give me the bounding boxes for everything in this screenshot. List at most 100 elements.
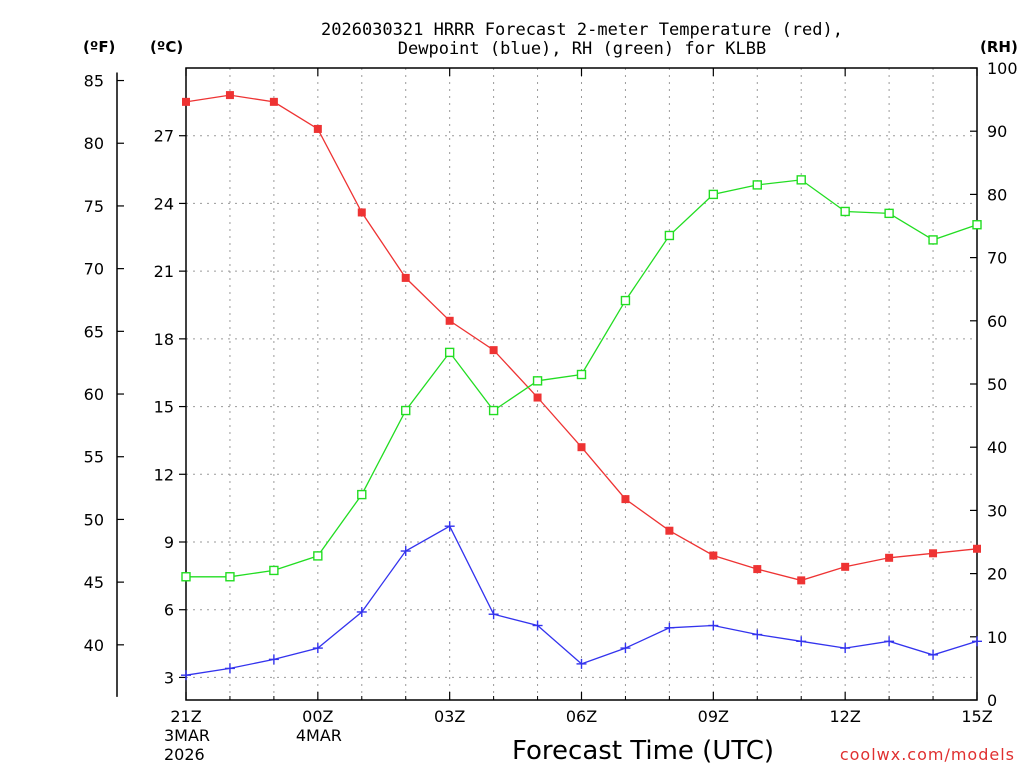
temperature-point	[357, 208, 366, 217]
dewpoint-point	[928, 649, 939, 660]
temperature-point	[182, 97, 190, 106]
dewpoint-point	[532, 620, 543, 631]
celsius-tick-label: 15	[154, 398, 174, 417]
dewpoint-point	[708, 620, 719, 631]
dewpoint-point	[400, 546, 411, 557]
fahrenheit-tick-label: 80	[84, 134, 104, 153]
temperature-point	[401, 273, 410, 282]
temperature-point	[489, 346, 498, 355]
fahrenheit-tick-label: 50	[84, 510, 104, 529]
x-tick-label: 03Z	[434, 707, 465, 726]
rh-point	[928, 235, 938, 245]
fahrenheit-tick-label: 45	[84, 573, 104, 592]
celsius-tick-label: 21	[154, 262, 174, 281]
celsius-tick-label: 12	[154, 465, 174, 484]
x-tick-sublabel: 4MAR	[296, 726, 342, 745]
rh-unit-label: (RH)	[980, 38, 1018, 56]
celsius-tick-label: 3	[164, 668, 174, 687]
temperature-point	[621, 495, 630, 504]
temperature-point	[973, 544, 981, 553]
dewpoint-point	[488, 609, 499, 620]
dewpoint-point	[356, 606, 367, 617]
dewpoint-point	[181, 670, 191, 681]
rh-point	[972, 220, 982, 230]
rh-point	[401, 405, 411, 416]
dewpoint-point	[752, 629, 763, 640]
rh-point	[357, 489, 367, 500]
rh-tick-label: 40	[987, 438, 1007, 457]
dewpoint-point	[620, 643, 631, 654]
dewpoint-point	[884, 636, 895, 647]
rh-point	[181, 572, 191, 582]
temperature-point	[665, 526, 674, 535]
chart-title-line1: 2026030321 HRRR Forecast 2-meter Tempera…	[321, 20, 843, 40]
x-tick-label: 12Z	[830, 707, 861, 726]
rh-point	[444, 347, 455, 358]
rh-point	[313, 551, 323, 561]
rh-tick-label: 50	[987, 375, 1007, 394]
fahrenheit-tick-label: 75	[84, 197, 104, 216]
rh-point	[840, 206, 850, 217]
rh-tick-label: 30	[987, 501, 1007, 520]
temperature-point	[929, 549, 938, 558]
rh-point	[796, 175, 806, 185]
fahrenheit-tick-label: 55	[84, 448, 104, 467]
temperature-point	[533, 393, 542, 402]
x-axis-label: Forecast Time (UTC)	[512, 736, 774, 766]
rh-point	[576, 369, 587, 380]
fahrenheit-tick-label: 65	[84, 322, 104, 341]
fahrenheit-tick-label: 70	[84, 260, 104, 279]
temperature-point	[797, 576, 806, 585]
axes: 3 6 9 12 15 18 21 24 27 40 45 50 55 60 65 70 75 80 85 0 10 20…	[84, 59, 1018, 764]
celsius-tick-label: 6	[164, 601, 174, 620]
chart-title-line2: Dewpoint (blue), RH (green) for KLBB	[398, 39, 766, 59]
temperature-point	[313, 124, 322, 133]
dewpoint-point	[312, 643, 323, 654]
rh-tick-label: 80	[987, 185, 1007, 204]
x-tick-sublabel: 3MAR	[164, 726, 210, 745]
rh-point	[664, 230, 675, 241]
fahrenheit-tick-label: 60	[84, 385, 104, 404]
x-tick-sublabel: 2026	[164, 745, 205, 764]
celsius-tick-label: 24	[154, 194, 174, 213]
dewpoint-point	[796, 636, 807, 647]
rh-tick-label: 10	[987, 628, 1007, 647]
fahrenheit-tick-label: 40	[84, 636, 104, 655]
temperature-point	[841, 562, 850, 571]
temperature-point	[885, 553, 894, 562]
rh-point	[708, 189, 719, 200]
grid-lines	[186, 68, 977, 700]
rh-point	[532, 376, 543, 386]
x-tick-label: 06Z	[566, 707, 597, 726]
temperature-point	[709, 551, 718, 560]
dewpoint-point	[268, 654, 279, 665]
dewpoint-point	[972, 636, 982, 647]
rh-tick-label: 60	[987, 312, 1007, 331]
rh-point	[269, 565, 279, 576]
x-tick-label: 21Z	[170, 707, 201, 726]
x-tick-label: 15Z	[961, 707, 992, 726]
rh-point	[884, 208, 894, 219]
rh-tick-label: 70	[987, 249, 1007, 268]
temperature-point	[225, 91, 234, 100]
x-tick-label: 00Z	[302, 707, 333, 726]
rh-tick-label: 90	[987, 122, 1007, 141]
celsius-tick-label: 27	[154, 127, 174, 146]
x-tick-label: 09Z	[698, 707, 729, 726]
rh-point	[488, 405, 499, 416]
dewpoint-point	[664, 622, 675, 633]
rh-point	[752, 180, 762, 190]
celsius-tick-label: 9	[164, 533, 174, 552]
fahrenheit-tick-label: 85	[84, 72, 104, 91]
rh-tick-label: 0	[987, 691, 997, 710]
dewpoint-point	[576, 658, 587, 669]
rh-point	[225, 572, 235, 582]
dewpoint-point	[224, 663, 235, 674]
dewpoint-point	[444, 521, 455, 532]
fahrenheit-unit-label: (ºF)	[83, 38, 115, 56]
credit-label: coolwx.com/models	[840, 745, 1015, 764]
dewpoint-point	[840, 643, 851, 654]
temperature-point	[577, 443, 586, 452]
celsius-tick-label: 18	[154, 330, 174, 349]
